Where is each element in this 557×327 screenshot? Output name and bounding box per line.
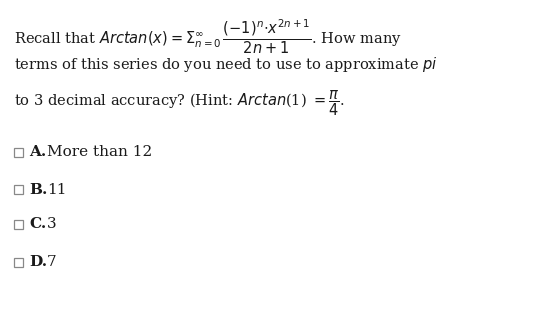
Text: More than 12: More than 12 bbox=[47, 146, 152, 160]
Text: 7: 7 bbox=[47, 255, 57, 269]
Text: terms of this series do you need to use to approximate $\mathit{pi}$: terms of this series do you need to use … bbox=[14, 55, 438, 74]
Text: 11: 11 bbox=[47, 182, 66, 197]
Text: B.: B. bbox=[29, 182, 47, 197]
FancyBboxPatch shape bbox=[14, 185, 23, 194]
Text: D.: D. bbox=[29, 255, 47, 269]
Text: A.: A. bbox=[29, 146, 46, 160]
Text: 3: 3 bbox=[47, 217, 57, 232]
Text: C.: C. bbox=[29, 217, 46, 232]
Text: Recall that $\mathit{Arctan}(x) = \Sigma_{n=0}^{\infty}\,\dfrac{(-1)^n{\cdot}x^{: Recall that $\mathit{Arctan}(x) = \Sigma… bbox=[14, 18, 402, 56]
FancyBboxPatch shape bbox=[14, 148, 23, 157]
Text: to 3 decimal accuracy? (Hint: $\mathit{Arctan}$(1) $= \dfrac{\pi}{4}$.: to 3 decimal accuracy? (Hint: $\mathit{A… bbox=[14, 88, 345, 118]
FancyBboxPatch shape bbox=[14, 220, 23, 229]
FancyBboxPatch shape bbox=[14, 258, 23, 267]
